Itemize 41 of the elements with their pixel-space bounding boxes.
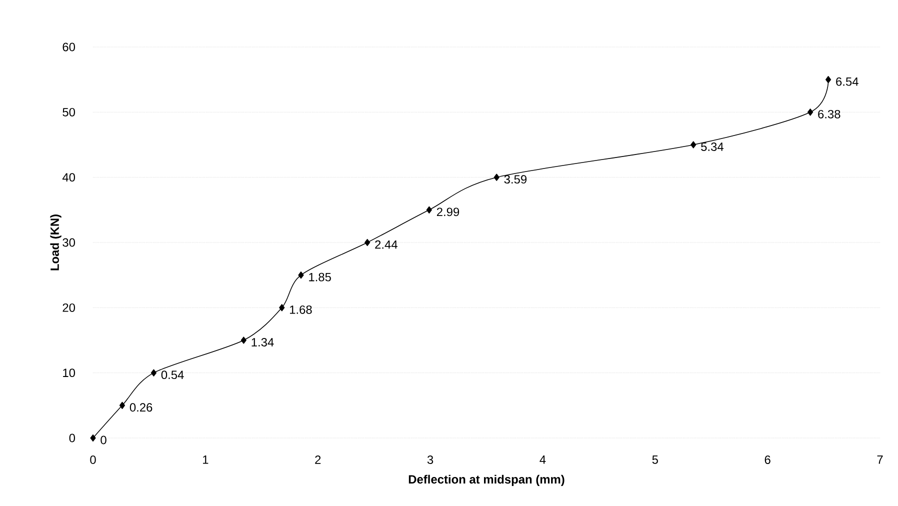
y-tick-label: 60 xyxy=(62,42,76,52)
point xyxy=(90,434,96,442)
point xyxy=(119,402,126,410)
annotation: 1.34 xyxy=(252,338,274,346)
x-tick-label: 5 xyxy=(652,456,658,464)
point xyxy=(364,238,370,246)
annotation: 6.38 xyxy=(818,110,840,118)
x-tick-label: 0 xyxy=(90,456,96,464)
point xyxy=(825,76,832,84)
annotation: 0.26 xyxy=(130,403,152,412)
y-tick-label: 50 xyxy=(62,108,76,116)
annotation: 1.85 xyxy=(309,272,331,282)
annotation: 6.54 xyxy=(836,77,858,86)
annotation: 3.59 xyxy=(504,175,527,184)
y-tick-label: 0 xyxy=(69,434,76,442)
y-tick-label: 10 xyxy=(63,368,76,378)
annotation: 0 xyxy=(100,436,106,444)
x-tick-label: 4 xyxy=(540,456,546,464)
y-axis-title: Load (KN) xyxy=(50,214,62,270)
x-axis-title: Deflection at midspan (mm) xyxy=(408,474,564,486)
annotation: 0.54 xyxy=(161,370,184,380)
annotation: 5.34 xyxy=(701,142,724,151)
x-tick-label: 7 xyxy=(877,456,883,464)
x-tick-label: 3 xyxy=(427,456,434,464)
point xyxy=(279,304,285,312)
annotation: 2.44 xyxy=(375,240,398,249)
y-tick-label: 40 xyxy=(62,173,76,182)
annotation: 1.68 xyxy=(290,305,312,314)
point xyxy=(690,141,696,148)
x-tick-label: 1 xyxy=(203,456,208,464)
point xyxy=(426,206,432,214)
x-tick-label: 2 xyxy=(315,456,321,464)
point xyxy=(808,108,814,116)
point xyxy=(494,174,500,181)
point xyxy=(298,271,304,279)
x-tick-label: 6 xyxy=(764,456,770,464)
y-tick-label: 20 xyxy=(62,303,76,312)
point xyxy=(240,336,246,344)
point xyxy=(150,369,156,376)
y-tick-label: 30 xyxy=(62,238,76,247)
annotation: 2.99 xyxy=(436,208,460,216)
